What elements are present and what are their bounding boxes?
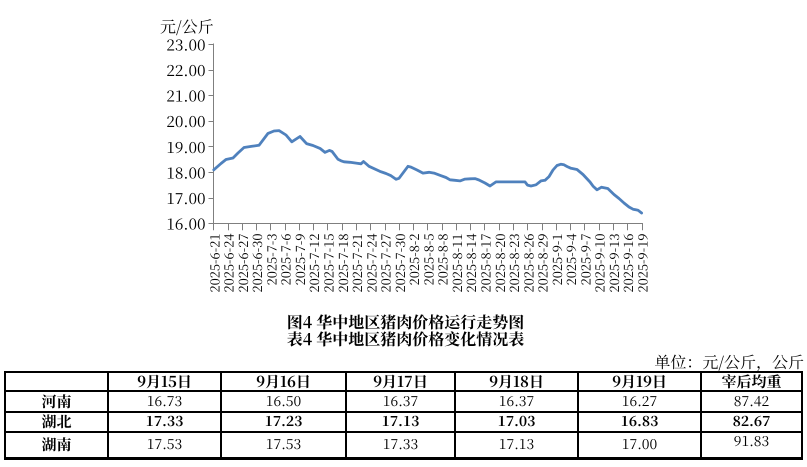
svg-text:2025-8-2: 2025-8-2 [404,234,423,286]
svg-text:2025-9-1: 2025-9-1 [547,234,566,286]
svg-text:2025-6-24: 2025-6-24 [219,234,238,293]
svg-text:2025-9-16: 2025-9-16 [618,234,637,293]
svg-text:2025-8-14: 2025-8-14 [461,234,480,293]
svg-text:2025-6-27: 2025-6-27 [233,234,252,293]
svg-text:2025-9-13: 2025-9-13 [604,234,623,293]
svg-text:2025-6-21: 2025-6-21 [204,234,223,293]
svg-text:2025-7-3: 2025-7-3 [261,234,280,286]
svg-text:2025-7-30: 2025-7-30 [390,234,409,293]
svg-text:2025-7-6: 2025-7-6 [276,234,295,286]
svg-text:2025-7-18: 2025-7-18 [333,234,352,293]
svg-text:19.00: 19.00 [166,136,205,158]
svg-text:2025-8-5: 2025-8-5 [418,234,437,286]
svg-text:17.00: 17.00 [166,187,205,209]
svg-text:2025-9-19: 2025-9-19 [633,234,652,293]
svg-text:21.00: 21.00 [166,85,205,107]
svg-text:2025-7-24: 2025-7-24 [361,234,380,293]
svg-text:18.00: 18.00 [166,162,205,184]
svg-text:2025-9-7: 2025-9-7 [575,234,594,286]
svg-text:2025-8-20: 2025-8-20 [490,234,509,293]
svg-text:2025-7-15: 2025-7-15 [319,234,338,293]
svg-text:2025-6-30: 2025-6-30 [247,234,266,293]
svg-text:20.00: 20.00 [166,110,205,132]
svg-text:2025-7-27: 2025-7-27 [376,234,395,293]
svg-text:2025-7-9: 2025-7-9 [290,234,309,286]
svg-text:2025-9-4: 2025-9-4 [561,234,580,286]
svg-text:元/公斤: 元/公斤 [160,15,214,38]
svg-text:2025-8-11: 2025-8-11 [447,234,466,293]
svg-text:2025-8-26: 2025-8-26 [518,234,537,293]
svg-text:2025-9-10: 2025-9-10 [590,234,609,293]
svg-text:2025-7-12: 2025-7-12 [304,234,323,293]
svg-text:2025-8-8: 2025-8-8 [433,234,452,286]
svg-text:2025-8-17: 2025-8-17 [476,234,495,293]
svg-text:16.00: 16.00 [166,213,205,235]
svg-text:22.00: 22.00 [166,59,205,81]
svg-text:2025-8-23: 2025-8-23 [504,234,523,293]
svg-text:2025-7-21: 2025-7-21 [347,234,366,293]
svg-text:2025-8-29: 2025-8-29 [533,234,552,293]
svg-text:23.00: 23.00 [166,33,205,55]
